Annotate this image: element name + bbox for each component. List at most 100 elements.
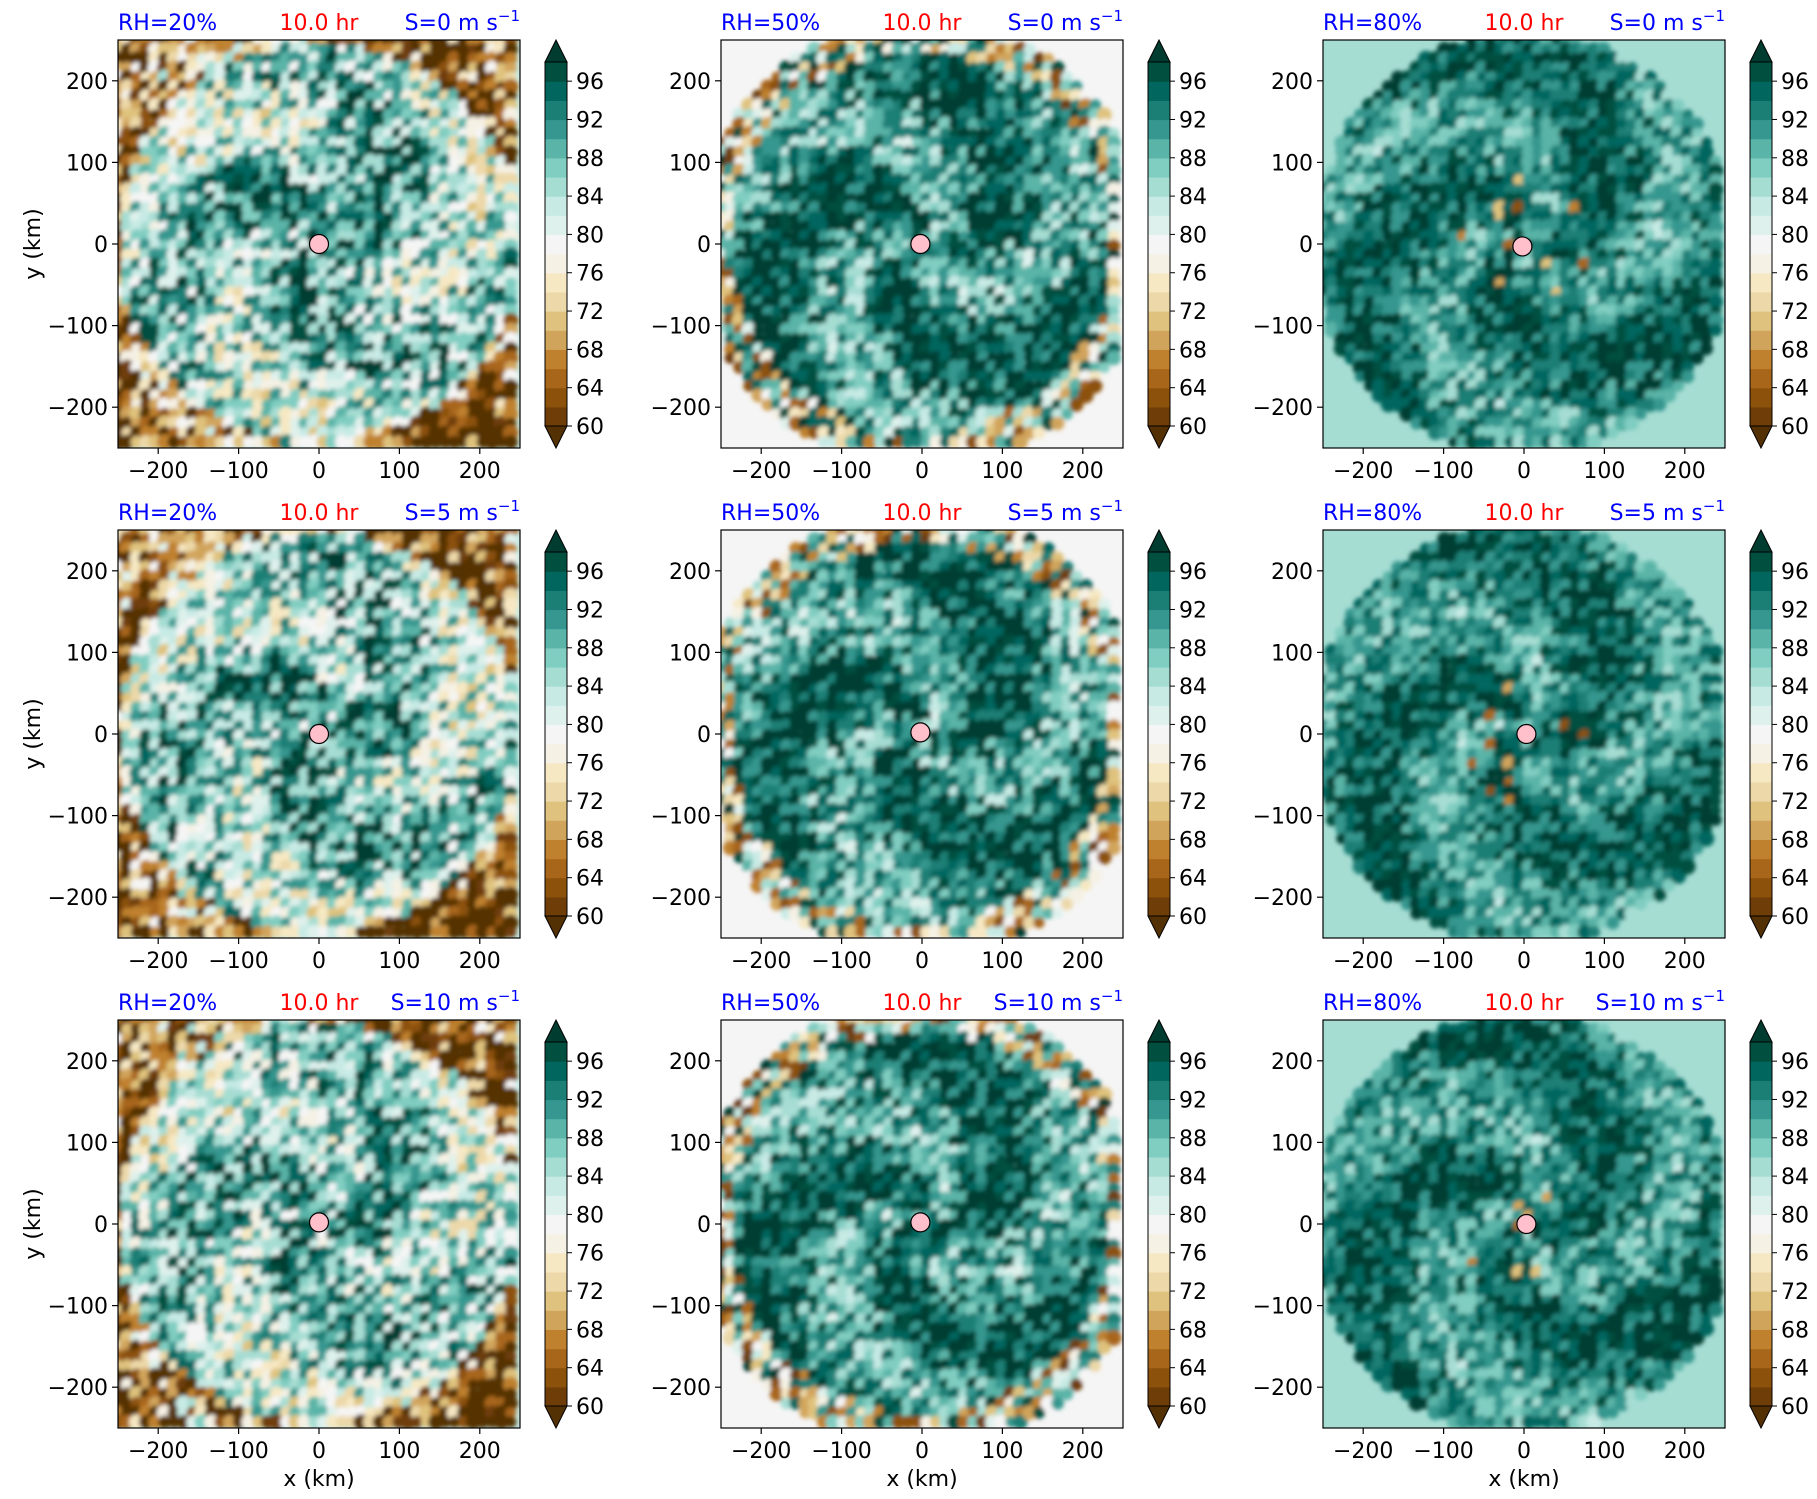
colorbar-segment <box>1750 1061 1772 1081</box>
colorbar-segment <box>1148 1329 1170 1350</box>
colorbar-segment <box>1750 1118 1772 1139</box>
colorbar-segment <box>1148 801 1170 821</box>
colorbar-extend-min <box>544 1405 568 1430</box>
center-marker <box>910 722 931 743</box>
colorbar-segment <box>1750 590 1772 611</box>
x-tick-label: 200 <box>459 459 501 484</box>
rh-label: RH=20% <box>118 991 217 1016</box>
colorbar-segment <box>1148 1042 1170 1062</box>
panel-9: −200 −200 −100 −100 0 0 100 100 200 200 RH=80% 10.0… <box>1253 987 1809 1492</box>
colorbar-segment <box>545 1348 567 1369</box>
panel-8: −200 −200 −100 −100 0 0 100 100 200 200 RH=50% 10.0… <box>651 987 1207 1492</box>
colorbar-frame <box>1749 61 1773 427</box>
shear-exponent: −1 <box>1101 7 1123 25</box>
colorbar-segment <box>1750 234 1772 255</box>
panel-5: −200 −200 −100 −100 0 0 100 100 200 200 RH=50% 10.0… <box>651 497 1207 974</box>
colorbar-segment <box>1750 176 1772 197</box>
colorbar-segment <box>1148 1310 1170 1330</box>
colorbar-segment <box>1148 100 1170 121</box>
y-tick-label: −200 <box>1253 1376 1313 1401</box>
colorbar-segment <box>1750 1348 1772 1369</box>
colorbar-segment <box>545 686 567 706</box>
colorbar-extend-min <box>1749 1405 1773 1430</box>
x-tick-label: 0 <box>1517 1439 1531 1464</box>
y-tick-label: 100 <box>1271 1131 1313 1156</box>
colorbar: 96 92 88 84 80 76 72 68 64 60 <box>1749 528 1809 940</box>
colorbar-segment <box>1750 81 1772 101</box>
colorbar-segment <box>1750 1214 1772 1235</box>
colorbar: 96 92 88 84 80 76 72 68 64 60 <box>1749 1018 1809 1430</box>
rh-field <box>118 40 520 448</box>
y-tick-label: 100 <box>1271 151 1313 176</box>
center-marker <box>308 723 330 745</box>
colorbar-segment <box>545 253 567 274</box>
x-tick-label: −100 <box>1413 949 1473 974</box>
y-tick-label: 0 <box>697 723 711 748</box>
colorbar-tick-label: 88 <box>576 147 604 172</box>
panel-6: −200 −200 −100 −100 0 0 100 100 200 200 RH=80% 10.0… <box>1253 497 1809 974</box>
x-tick-label: −100 <box>811 1439 871 1464</box>
colorbar-tick-label: 60 <box>1179 1395 1207 1420</box>
colorbar-extend-min <box>1147 425 1171 450</box>
colorbar-tick-label: 76 <box>1781 1242 1809 1267</box>
colorbar-segment <box>1148 686 1170 706</box>
colorbar-segment <box>1148 839 1170 860</box>
colorbar-tick-label: 88 <box>576 637 604 662</box>
y-tick-label: 0 <box>94 1213 108 1238</box>
center-marker <box>910 233 931 255</box>
colorbar-segment <box>545 1386 567 1407</box>
colorbar-segment <box>1750 609 1772 630</box>
colorbar-segment <box>1750 686 1772 706</box>
colorbar-segment <box>1750 1042 1772 1062</box>
colorbar-segment <box>545 609 567 630</box>
colorbar-tick-label: 68 <box>1781 338 1809 363</box>
panel-3: −200 −200 −100 −100 0 0 100 100 200 200 RH=80% 10.0… <box>1253 7 1809 484</box>
colorbar-segment <box>1750 839 1772 860</box>
colorbar-segment <box>1750 138 1772 159</box>
colorbar-segment <box>545 628 567 649</box>
colorbar-tick-label: 84 <box>576 185 604 210</box>
rh-label: RH=80% <box>1323 991 1422 1016</box>
colorbar-segment <box>545 119 567 140</box>
colorbar-segment <box>545 724 567 745</box>
y-tick-label: −200 <box>1253 886 1313 911</box>
rh-label: RH=50% <box>721 11 820 36</box>
shear-label: S=5 m s−1 <box>1008 497 1123 526</box>
rh-label: RH=20% <box>118 11 217 36</box>
colorbar-segment <box>1148 705 1170 726</box>
colorbar-segment <box>545 138 567 159</box>
colorbar-tick-label: 88 <box>1179 1127 1207 1152</box>
colorbar-tick-label: 92 <box>576 108 604 133</box>
colorbar-segment <box>1148 253 1170 274</box>
x-tick-label: −100 <box>1413 459 1473 484</box>
colorbar-tick-label: 60 <box>576 415 604 440</box>
y-tick-label: −100 <box>48 1295 108 1320</box>
x-tick-label: 100 <box>981 949 1023 974</box>
colorbar-segment <box>1750 1386 1772 1407</box>
colorbar-segment <box>545 552 567 572</box>
rh-label: RH=50% <box>721 991 820 1016</box>
colorbar-tick-label: 84 <box>576 1165 604 1190</box>
colorbar-segment <box>1750 1310 1772 1330</box>
colorbar-tick-label: 68 <box>1179 338 1207 363</box>
colorbar-segment <box>545 801 567 821</box>
colorbar-tick-label: 80 <box>576 713 604 738</box>
colorbar-tick-label: 72 <box>1179 1280 1207 1305</box>
colorbar-extend-min <box>1147 915 1171 940</box>
colorbar-tick-label: 68 <box>1781 828 1809 853</box>
rh-field <box>1323 530 1725 938</box>
colorbar-segment <box>545 196 567 216</box>
shear-exponent: −1 <box>498 987 520 1005</box>
x-tick-label: −100 <box>811 459 871 484</box>
colorbar-segment <box>1148 877 1170 898</box>
colorbar-extend-max <box>1749 1018 1773 1043</box>
x-tick-label: 100 <box>1583 949 1625 974</box>
colorbar-segment <box>1148 1214 1170 1235</box>
colorbar-segment <box>545 1156 567 1177</box>
colorbar-segment <box>1750 62 1772 82</box>
y-tick-label: 200 <box>66 1050 108 1075</box>
colorbar-extend-max <box>1147 38 1171 63</box>
y-tick-label: −100 <box>1253 805 1313 830</box>
colorbar-segment <box>1750 100 1772 121</box>
colorbar-segment <box>545 666 567 687</box>
